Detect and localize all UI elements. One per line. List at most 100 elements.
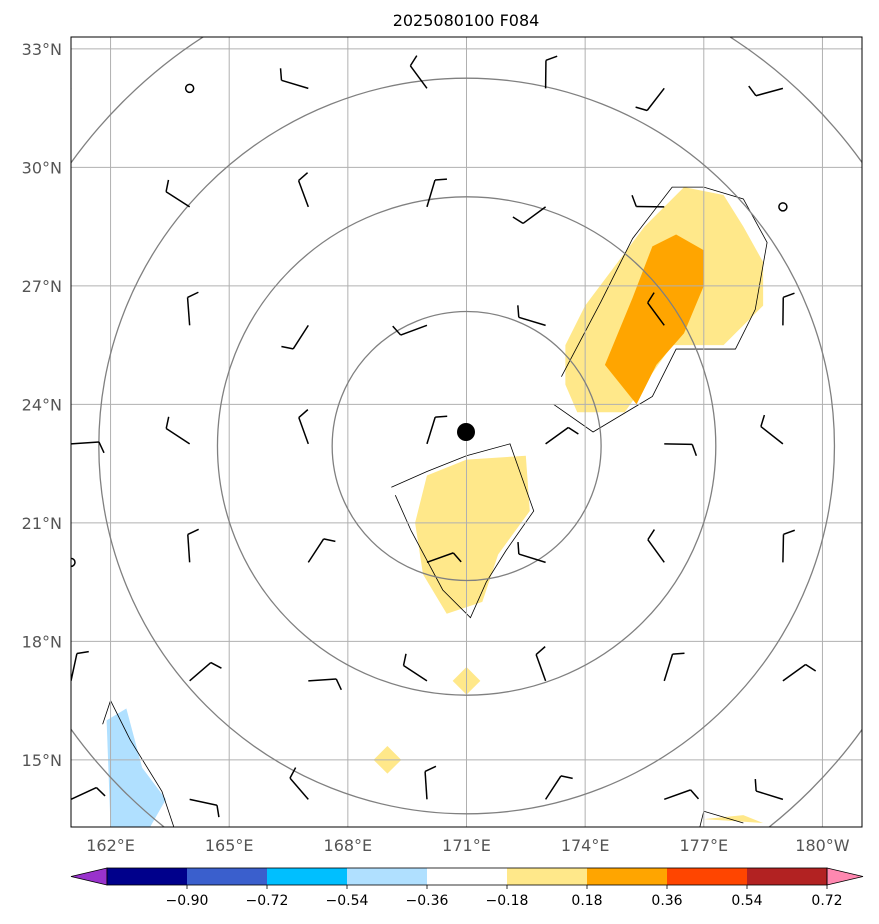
wind-barb-shaft [760,425,784,445]
wind-barb-shaft [755,87,784,97]
wind-barb-flag [187,291,199,299]
wind-barb-flag [631,195,637,207]
colorbar-segment [107,868,187,885]
wind-barb [297,172,310,208]
wind-barb [281,324,309,350]
wind-barb-shaft [544,775,562,800]
wind-barb [663,789,700,801]
wind-barb [71,650,89,682]
colorbar-segment [747,868,827,885]
wind-barb [663,652,685,682]
wind-barb-shaft [782,534,785,563]
wind-barb [544,775,573,800]
chart-title: 2025080100 F084 [393,11,540,30]
y-tick-label: 30°N [22,158,62,177]
wind-barb-flag [760,414,766,427]
wind-barb-flag [690,789,700,800]
wind-barb [392,324,428,336]
colorbar-segment [427,868,507,885]
contour-line-2 [102,699,175,827]
wind-barb [426,178,448,208]
wind-barb [782,663,817,682]
wind-barb-flag [38,198,43,209]
wind-barb-flag [434,178,448,181]
wind-barb-flag [298,409,309,419]
wind-barb-flag [165,416,170,429]
range-ring-2 [98,77,836,815]
wind-barb-flag [402,653,407,666]
wind-barb-shaft [308,678,337,682]
y-tick-label: 21°N [22,514,62,533]
wind-barb-shaft [297,180,310,208]
contour-lines [102,186,768,827]
y-axis-labels: 15°N 18°N 21°N 24°N 27°N 30°N 33°N [22,40,62,770]
wind-barb [71,324,72,326]
wind-barb [748,85,784,97]
wind-barb-flag [567,426,579,435]
shaded-region-1 [604,234,704,405]
wind-barb [289,767,309,800]
wind-barb-shaft [292,324,309,350]
wind-barb-shaft [426,179,436,208]
wind-barb-shaft [545,426,569,445]
wind-barb-flag [647,529,656,541]
wind-barb-flag [187,528,199,536]
colorbar-segment [587,868,667,885]
y-tick-label: 24°N [22,395,62,414]
colorbar-segment [347,868,427,885]
wind-barb-shaft [281,79,309,90]
y-tick-label: 15°N [22,751,62,770]
wind-barb-flag [535,646,546,656]
wind-barb-shaft [289,777,309,800]
wind-barb [782,529,796,563]
storm-center-marker [457,423,475,441]
wind-barb [517,305,546,327]
x-axis-labels: 162°E 165°E 168°E 171°E 174°E 177°E 180°W [86,836,850,855]
wind-barb-shaft [409,65,428,89]
wind-barb-flag [298,172,309,182]
shaded-regions [106,187,764,827]
wind-barb-shaft [663,789,691,801]
wind-barb-shaft [165,427,191,445]
wind-barb-flag [435,415,448,418]
wind-barb [647,529,665,563]
wind-barb-flag [44,110,56,112]
wind-barb [426,415,448,445]
shaded-region-2 [415,455,530,614]
colorbar-tick-label: −0.72 [246,893,289,909]
x-tick-label: 162°E [86,836,135,855]
x-tick-label: 165°E [205,836,254,855]
wind-barb-flag [281,345,294,350]
wind-barb-shaft [647,302,665,326]
wind-barb-shaft [403,664,428,682]
shaded-region-6 [106,708,166,827]
wind-barb-shaft [189,661,212,682]
wind-barb [189,798,220,818]
wind-barb [71,441,105,454]
contour-line-1 [391,443,535,619]
wind-barb-flag [805,663,817,672]
wind-barb [545,426,579,445]
colorbar-tick-label: 0.54 [731,893,762,909]
wind-barb-shaft [518,316,546,327]
wind-barb-shaft [424,771,428,800]
wind-barb [512,206,547,225]
wind-barb-shaft [165,191,191,208]
wind-barb-flag [424,765,437,773]
wind-barb-flag [560,775,573,780]
contour-line-0 [553,186,768,433]
range-ring-1 [216,196,717,696]
colorbar-tick-label: −0.36 [406,893,449,909]
wind-barb-shaft [71,324,72,326]
wind-barb-flag [545,55,558,62]
wind-barb [754,779,784,801]
wind-barb [647,292,665,326]
wind-barb-flag [210,661,222,669]
wind-barb-shaft [71,441,99,445]
colorbar-segment [507,868,587,885]
wind-barb-shaft [71,653,78,682]
wind-barb-flag [635,106,648,112]
colorbar-outline [106,867,828,886]
